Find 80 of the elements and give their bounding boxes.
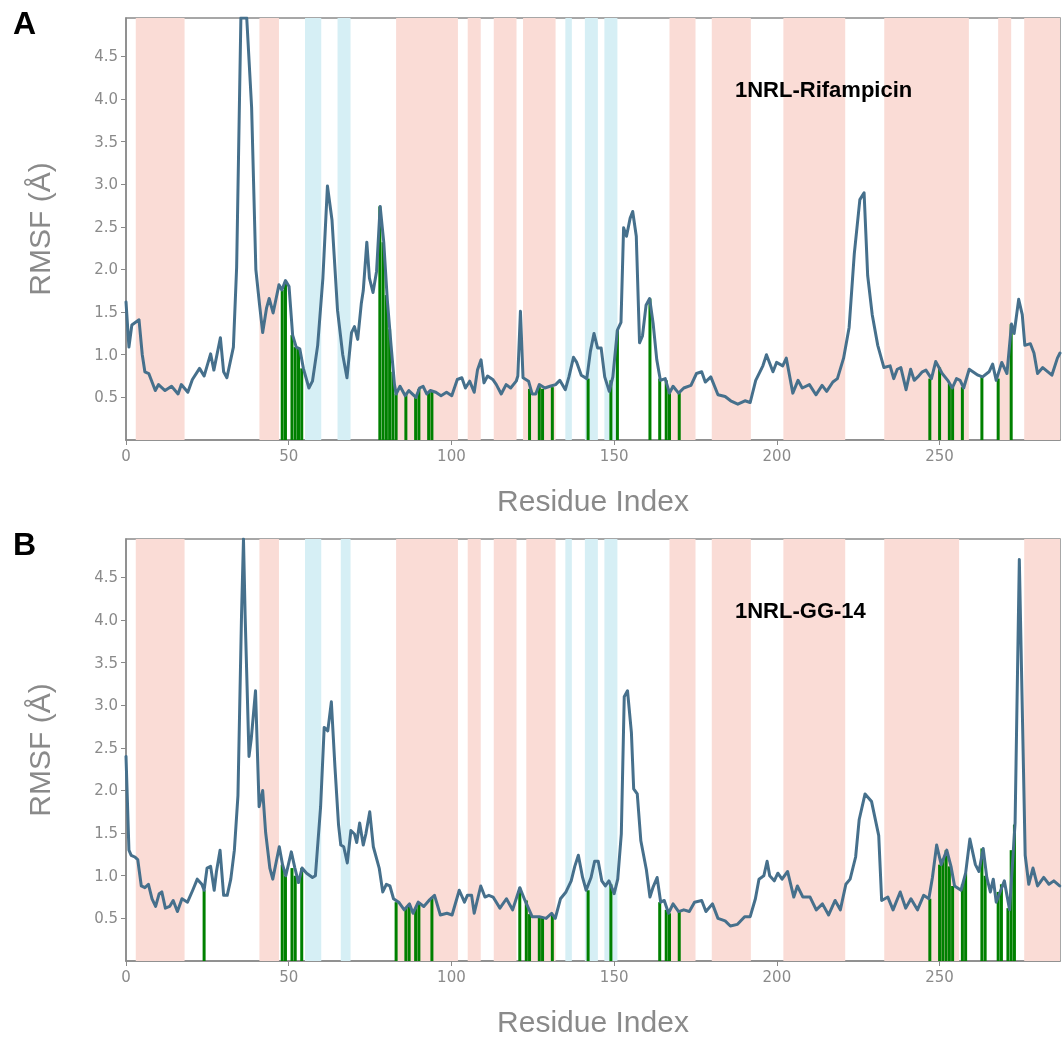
y-tick-label: 1.5	[94, 824, 118, 843]
x-axis-title: Residue Index	[497, 1004, 689, 1038]
x-tick-label: 50	[279, 967, 299, 986]
y-tick-label: 2.5	[94, 217, 118, 236]
bar	[414, 908, 418, 961]
x-tick-label: 250	[925, 967, 954, 986]
bar	[202, 890, 206, 961]
bar	[290, 335, 294, 440]
x-tick-label: 100	[437, 967, 466, 986]
bar	[951, 387, 955, 440]
x-tick-label: 200	[762, 967, 792, 986]
bar	[664, 909, 668, 961]
bar	[280, 289, 284, 440]
y-tick-label: 2.0	[94, 781, 118, 800]
bar	[938, 864, 942, 961]
x-tick-label: 150	[599, 967, 629, 986]
bar	[960, 387, 964, 440]
bar	[586, 378, 590, 440]
y-axis-title: RMSF (Å)	[22, 683, 56, 817]
line-series	[124, 537, 1062, 928]
bar	[658, 378, 662, 440]
y-tick-label: 4.0	[94, 610, 118, 629]
chart-title: A	[13, 5, 37, 41]
line-series	[124, 16, 1062, 406]
bar	[430, 897, 434, 961]
y-axis-title: RMSF (Å)	[22, 162, 56, 296]
y-tick-label: 4.5	[94, 47, 118, 66]
y-tick-label: 3.5	[94, 132, 118, 151]
bar	[430, 390, 434, 440]
x-tick-label: 250	[925, 446, 954, 465]
x-tick-label: 50	[279, 446, 299, 465]
bar	[404, 393, 408, 440]
bar	[667, 913, 671, 961]
bar	[541, 388, 545, 440]
y-tick-label: 1.0	[94, 866, 118, 885]
bar	[677, 393, 681, 440]
y-tick-label: 1.5	[94, 303, 118, 322]
bar	[537, 916, 541, 961]
bar	[394, 902, 398, 961]
x-axis-title: Residue Index	[497, 483, 689, 517]
x-tick-label: 0	[121, 446, 131, 465]
bar	[586, 890, 590, 961]
y-tick-label: 0.5	[94, 909, 118, 928]
bar	[528, 388, 532, 440]
bar	[658, 902, 662, 961]
annotation: 1NRL-GG-14	[735, 597, 867, 623]
y-tick-label: 3.5	[94, 653, 118, 672]
x-tick-label: 100	[437, 446, 466, 465]
bar	[280, 864, 284, 961]
bar	[928, 378, 932, 440]
bar	[947, 383, 951, 440]
y-tick-label: 3.0	[94, 175, 118, 194]
y-tick-label: 0.5	[94, 388, 118, 407]
bar	[290, 868, 294, 961]
y-tick-label: 1.0	[94, 345, 118, 364]
bar	[417, 902, 421, 961]
bar	[550, 387, 554, 440]
x-tick-label: 0	[121, 967, 131, 986]
x-tick-label: 200	[762, 446, 792, 465]
y-tick-label: 3.0	[94, 696, 118, 715]
chart-title: B	[13, 526, 37, 562]
y-tick-label: 4.5	[94, 568, 118, 587]
bar	[980, 376, 984, 440]
bar	[677, 911, 681, 961]
bar	[537, 387, 541, 440]
bar	[938, 367, 942, 440]
bar	[996, 378, 1000, 440]
y-tick-label: 2.5	[94, 738, 118, 757]
bar	[550, 914, 554, 961]
annotation: 1NRL-Rifampicin	[735, 76, 913, 102]
bar	[427, 392, 431, 440]
x-tick-label: 150	[599, 446, 629, 465]
bar	[296, 348, 300, 440]
y-tick-label: 2.0	[94, 260, 118, 279]
bar	[404, 908, 408, 961]
bar	[964, 873, 968, 961]
bar	[928, 898, 932, 961]
bar	[541, 917, 545, 961]
y-tick-label: 4.0	[94, 89, 118, 108]
bar	[609, 884, 613, 961]
